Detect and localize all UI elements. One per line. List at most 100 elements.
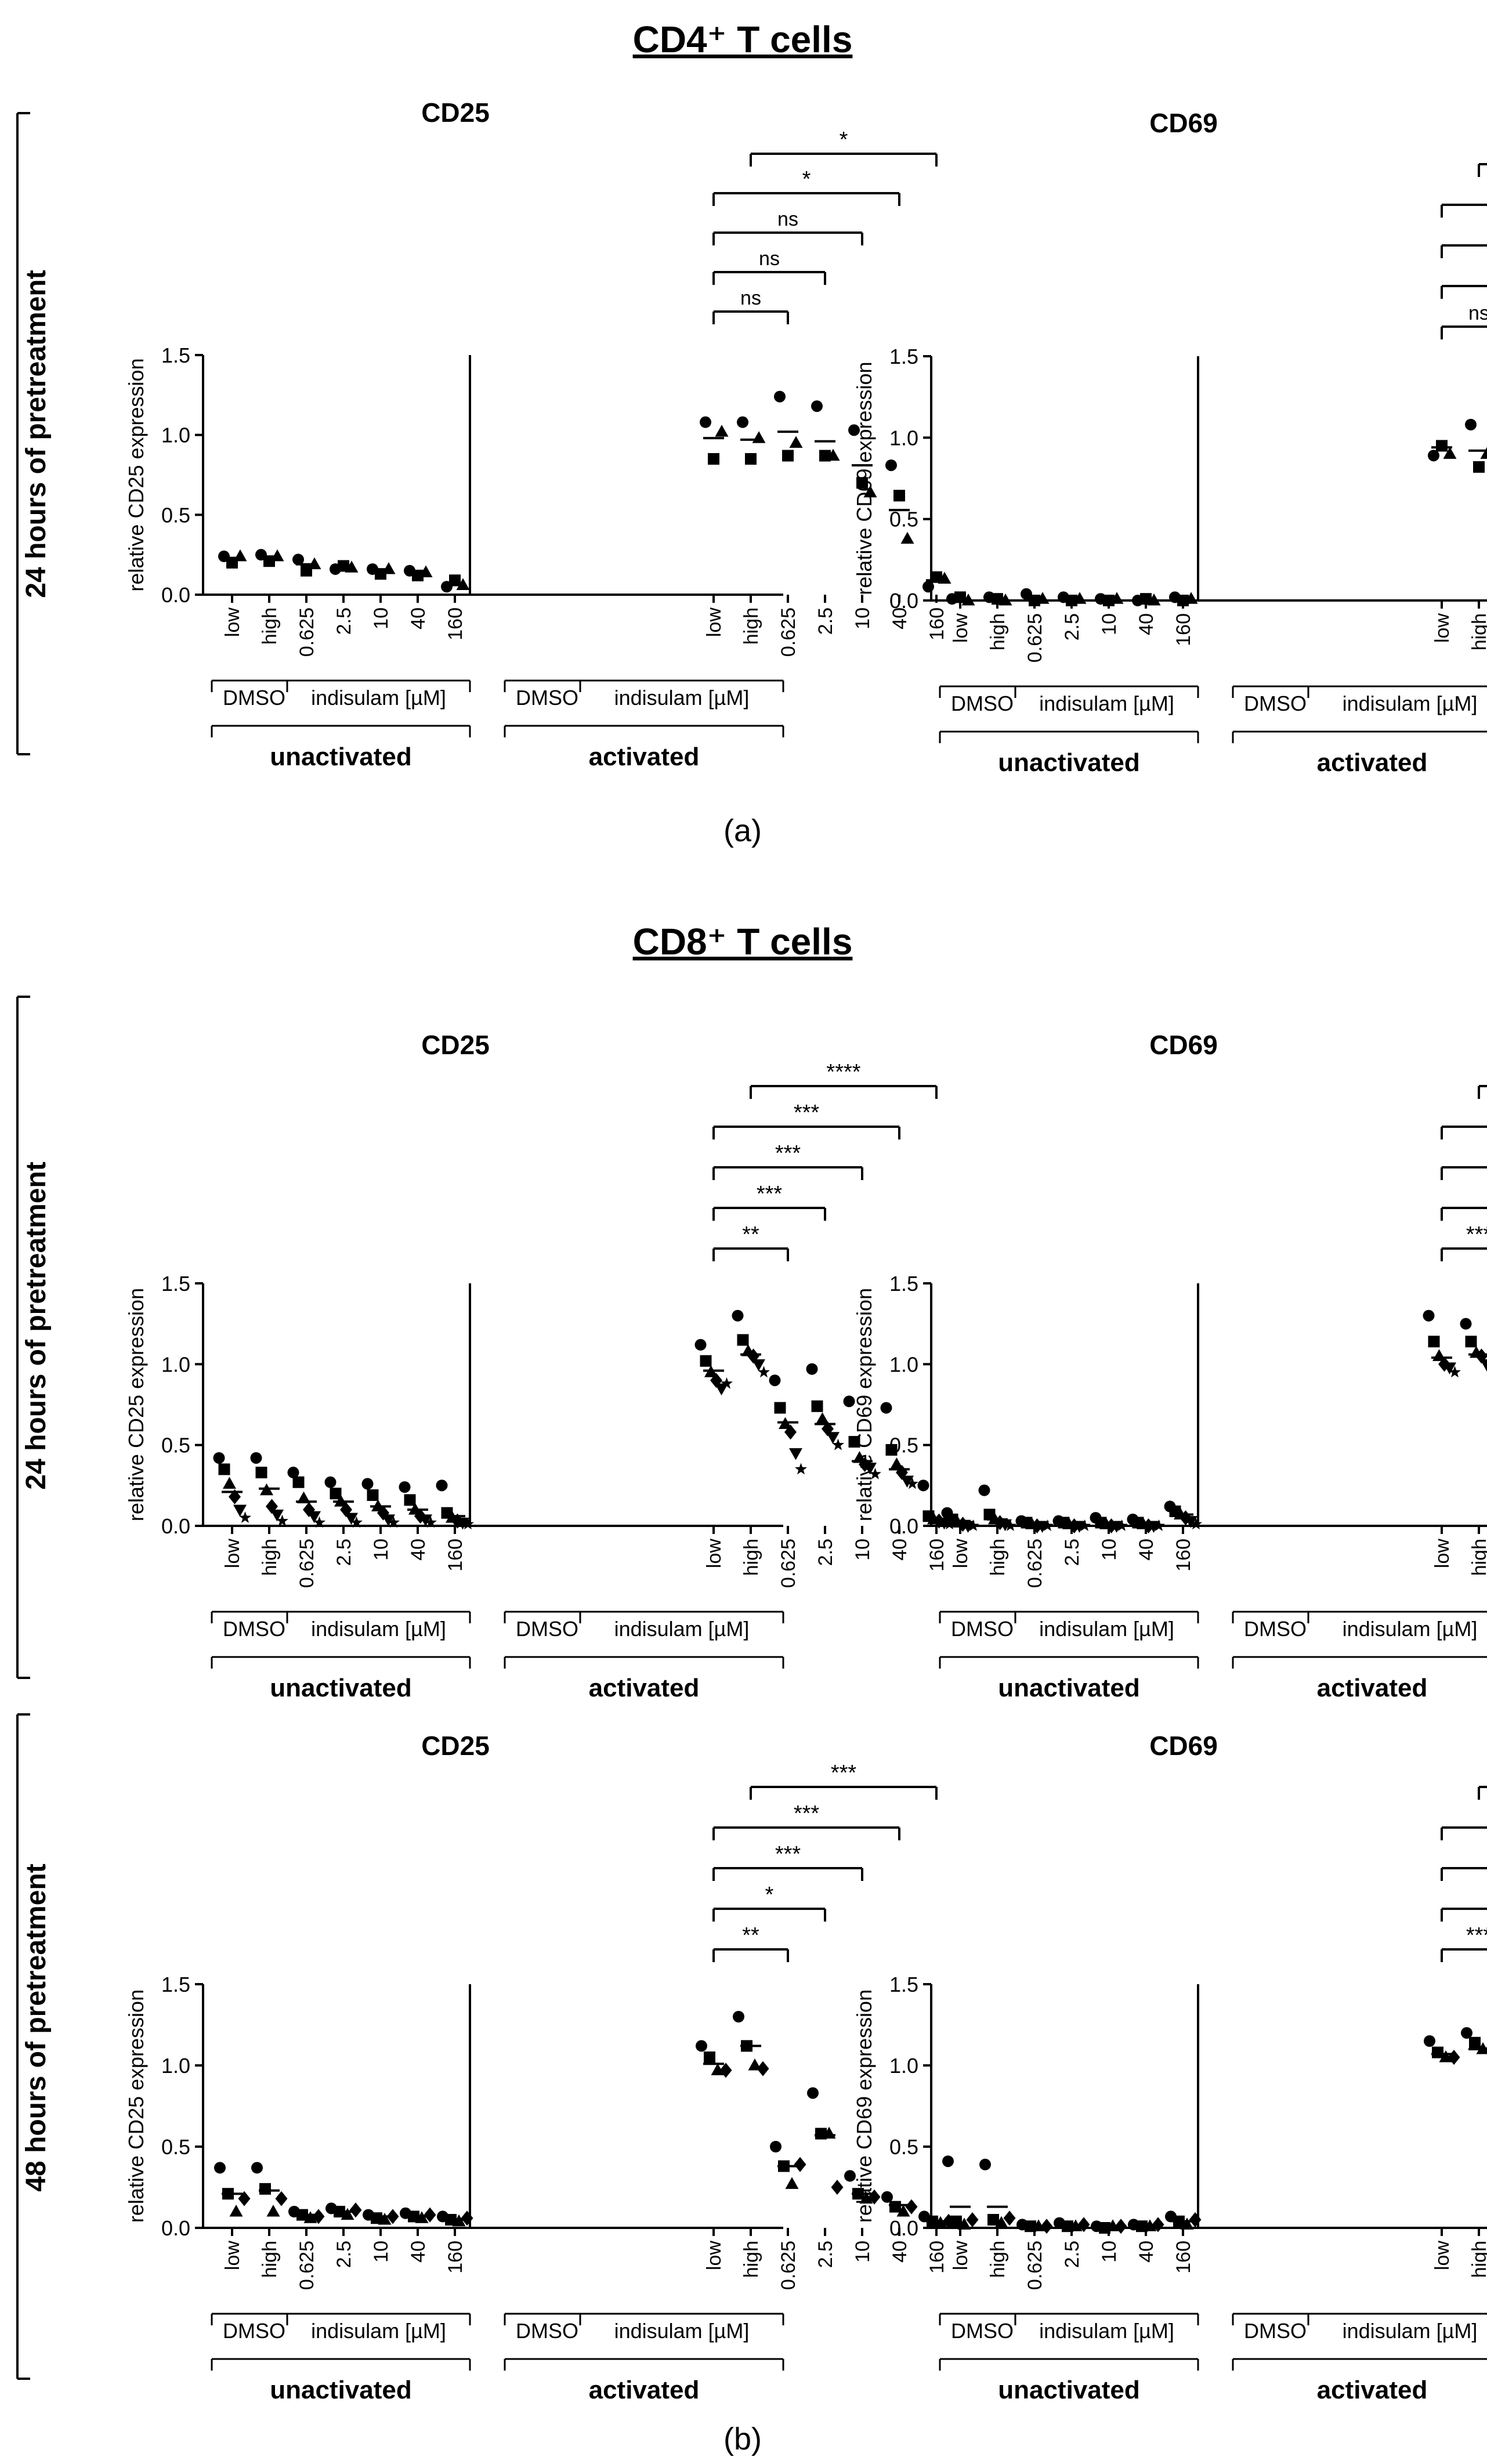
- data-point-square: [1465, 1336, 1477, 1348]
- data-point-circle: [436, 1479, 448, 1492]
- x-tick-label: 40: [1135, 2241, 1157, 2263]
- group-label-dmso: DMSO: [1244, 692, 1307, 715]
- data-point-triangle: [382, 562, 396, 574]
- panel-a-title: CD4⁺ T cells: [633, 19, 853, 60]
- data-point-triangle: [297, 1491, 310, 1504]
- data-point-square: [255, 1467, 267, 1479]
- x-tick-label: 0.625: [1024, 613, 1046, 663]
- significance-label: *: [765, 1883, 774, 1907]
- condition-label-unactivated: unactivated: [998, 1674, 1140, 1702]
- data-point-square: [1428, 1336, 1440, 1348]
- group-label-indisulam: indisulam [µM]: [614, 686, 750, 710]
- x-tick-label: low: [1431, 1539, 1453, 1568]
- data-point-square: [1140, 593, 1152, 605]
- x-tick-label: 0.625: [296, 2241, 318, 2290]
- data-point-triangle-down: [1443, 1362, 1456, 1374]
- data-point-circle: [250, 1452, 262, 1464]
- x-tick-label: 10: [1098, 613, 1120, 635]
- group-label-dmso: DMSO: [223, 686, 285, 710]
- group-label-indisulam: indisulam [µM]: [311, 686, 446, 710]
- x-tick-label: 40: [1135, 1539, 1157, 1561]
- condition-label-unactivated: unactivated: [998, 2376, 1140, 2404]
- data-point-square: [292, 1476, 305, 1488]
- x-tick-label: high: [259, 607, 281, 645]
- group-label-indisulam: indisulam [µM]: [311, 1617, 446, 1641]
- x-tick-label: 40: [407, 2241, 429, 2263]
- x-tick-label: low: [950, 2241, 972, 2270]
- significance-bracket: ***: [712, 1141, 863, 1180]
- data-point-star: [425, 1516, 437, 1528]
- significance-label: ***: [794, 1101, 820, 1125]
- data-point-circle: [1461, 2027, 1472, 2039]
- y-axis-label: relative CD69 expression: [852, 361, 876, 595]
- x-tick-label: high: [987, 2241, 1009, 2278]
- y-axis-label: relative CD25 expression: [124, 358, 148, 591]
- data-point-square: [745, 453, 757, 465]
- data-point-diamond: [1040, 2219, 1053, 2234]
- group-label-dmso: DMSO: [516, 686, 578, 710]
- data-point-diamond: [905, 2199, 918, 2215]
- significance-bracket: ***: [750, 1761, 938, 1800]
- data-point-triangle: [816, 1412, 829, 1424]
- data-point-circle: [737, 416, 748, 428]
- significance-label: **: [742, 1222, 759, 1247]
- data-point-triangle: [711, 2063, 725, 2075]
- data-point-circle: [848, 424, 860, 436]
- data-point-diamond: [349, 2202, 362, 2218]
- group-label-indisulam: indisulam [µM]: [1039, 2319, 1174, 2343]
- x-tick-label: high: [740, 2241, 762, 2278]
- y-tick-label: 0.5: [889, 2135, 918, 2159]
- data-point-triangle-down: [998, 1519, 1012, 1532]
- data-point-circle: [978, 1484, 990, 1496]
- significance-label: ***: [775, 1141, 801, 1166]
- significance-bracket: *: [1441, 1207, 1487, 1221]
- x-tick-label: 40: [889, 1539, 911, 1561]
- data-point-triangle: [896, 2205, 910, 2217]
- panel-b-title: CD8⁺ T cells: [633, 921, 853, 963]
- significance-bracket: *: [750, 128, 938, 167]
- data-point-square: [700, 1355, 712, 1367]
- data-point-star: [967, 1519, 979, 1531]
- significance-bracket: ***: [712, 1801, 900, 1840]
- data-point-star: [832, 1438, 844, 1450]
- data-point-triangle: [859, 2191, 873, 2204]
- significance-label: ***: [794, 1801, 820, 1826]
- y-tick-label: 1.0: [161, 1352, 190, 1376]
- y-tick-label: 0.5: [161, 503, 190, 527]
- chart-cd8-cd25-24h: 0.0 0.5 1.0 1.5 relative CD25 expression CD25…: [124, 1030, 956, 1702]
- group-label-dmso: DMSO: [951, 692, 1014, 715]
- data-point-triangle: [1439, 2050, 1453, 2063]
- series-activated: [700, 390, 951, 593]
- y-tick-label: 1.5: [161, 343, 190, 367]
- y-tick-label: 0.5: [889, 508, 918, 531]
- data-point-square: [330, 1488, 342, 1500]
- y-tick-label: 0.0: [889, 589, 918, 613]
- panel-b-header: CD8⁺ T cells: [633, 921, 853, 963]
- data-point-circle: [917, 1479, 929, 1492]
- data-point-triangle-down: [1480, 1359, 1487, 1372]
- group-label-dmso: DMSO: [516, 1617, 578, 1641]
- data-point-triangle: [303, 2211, 317, 2223]
- data-point-triangle: [789, 436, 803, 448]
- data-point-circle: [700, 416, 711, 428]
- significance-bracket: ***: [712, 1842, 863, 1881]
- x-tick-label: 10: [1098, 1539, 1120, 1561]
- data-point-star: [1190, 1518, 1202, 1530]
- x-tick-label: low: [950, 1539, 972, 1568]
- significance-bracket: ns: [1441, 204, 1487, 218]
- y-axis-label: relative CD69 expression: [852, 1989, 876, 2223]
- data-point-diamond: [719, 2063, 732, 2078]
- data-point-triangle: [341, 2208, 354, 2220]
- significance-label: ***: [1466, 1923, 1487, 1948]
- condition-label-unactivated: unactivated: [998, 748, 1140, 777]
- series-unactivated: [213, 1452, 474, 1530]
- panel-b-caption: (b): [723, 2422, 762, 2456]
- data-point-square: [1473, 461, 1485, 473]
- data-point-square: [1436, 440, 1448, 452]
- data-point-diamond: [1448, 2050, 1460, 2065]
- significance-bracket: ***: [712, 1182, 826, 1221]
- significance-bracket: ****: [750, 1060, 938, 1099]
- x-tick-label: 2.5: [1061, 613, 1083, 641]
- data-point-star: [721, 1377, 733, 1389]
- x-tick-label: 10: [852, 607, 874, 629]
